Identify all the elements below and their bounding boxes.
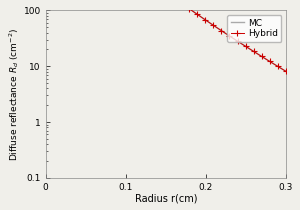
Hybrid [203,18,207,21]
Hybrid [195,13,199,16]
Hybrid [260,55,263,58]
MC [226,34,230,36]
Hybrid [228,35,231,37]
Line: Hybrid: Hybrid [50,0,289,74]
MC [197,14,201,17]
MC [251,50,254,52]
X-axis label: Radius r(cm): Radius r(cm) [135,193,197,203]
MC [284,70,288,73]
MC [190,9,194,12]
Y-axis label: Diffuse reflectance $R_d$ (cm$^{-2}$): Diffuse reflectance $R_d$ (cm$^{-2}$) [7,28,21,161]
MC [184,5,187,7]
Hybrid [244,45,247,48]
Hybrid [188,7,191,10]
Hybrid [220,29,223,32]
Hybrid [236,40,239,42]
Hybrid [284,70,288,73]
Hybrid [252,50,255,53]
Line: MC: MC [46,0,286,71]
Hybrid [268,60,272,63]
Hybrid [179,2,183,4]
Hybrid [276,65,280,68]
Legend: MC, Hybrid: MC, Hybrid [227,15,281,42]
Hybrid [212,24,215,26]
